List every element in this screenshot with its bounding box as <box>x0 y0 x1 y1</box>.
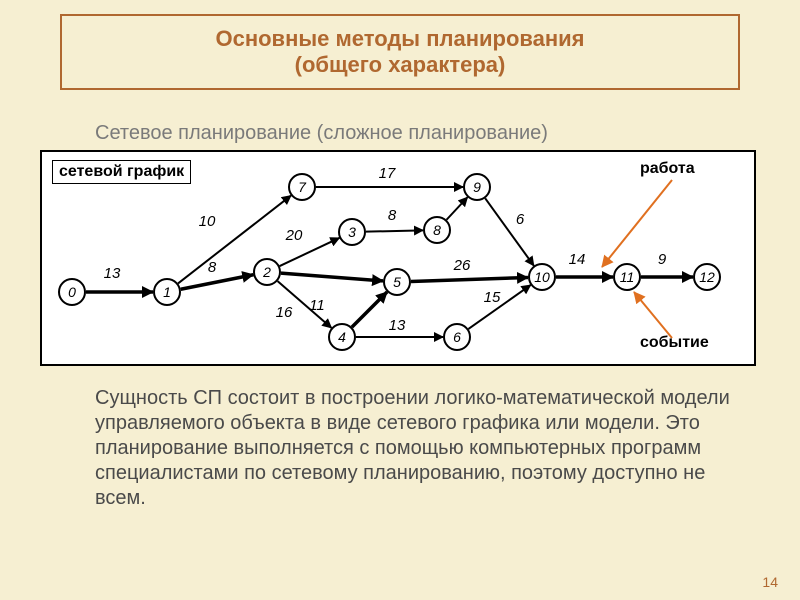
node-label: 3 <box>348 224 356 240</box>
edge-label: 8 <box>388 207 397 224</box>
node-label: 1 <box>163 284 171 300</box>
edge <box>485 198 534 265</box>
title-line2: (общего характера) <box>295 52 506 78</box>
annotation-arrow <box>634 292 672 338</box>
edge-label: 20 <box>285 227 303 244</box>
node-label: 12 <box>699 269 715 285</box>
node-label: 5 <box>393 274 401 290</box>
edge <box>181 275 254 290</box>
title-line1: Основные методы планирования <box>215 26 584 52</box>
edge <box>366 230 423 231</box>
node-label: 11 <box>620 269 635 285</box>
subtitle: Сетевое планирование (сложное планирован… <box>95 122 548 145</box>
node-label: 2 <box>262 264 271 280</box>
edge-label: 8 <box>208 259 217 276</box>
edge-label: 17 <box>379 165 396 182</box>
edge-label: 13 <box>104 265 121 282</box>
node-label: 4 <box>338 329 346 345</box>
edge-label: 14 <box>569 251 586 268</box>
edge-label: 10 <box>199 213 216 230</box>
edge <box>352 292 387 327</box>
edge-label: 15 <box>484 289 501 306</box>
node-label: 6 <box>453 329 461 345</box>
edge <box>411 277 528 281</box>
page-number: 14 <box>762 574 778 590</box>
node-label: 8 <box>433 222 441 238</box>
slide: Основные методы планирования (общего хар… <box>0 0 800 600</box>
diagram-box: сетевой график работа событие 1310820161… <box>40 150 756 366</box>
node-label: 9 <box>473 179 481 195</box>
title-box: Основные методы планирования (общего хар… <box>60 14 740 90</box>
body-text: Сущность СП состоит в построении логико-… <box>95 386 750 511</box>
edge-label: 16 <box>276 304 293 321</box>
edge-label: 9 <box>658 251 667 268</box>
edge-label: 13 <box>389 317 406 334</box>
edge-label: 6 <box>516 211 525 228</box>
node-label: 10 <box>534 269 550 285</box>
edge-label: 26 <box>453 257 471 274</box>
node-label: 7 <box>298 179 307 195</box>
network-diagram: 1310820161781113261561490123456789101112 <box>42 152 754 364</box>
edge <box>447 197 468 219</box>
node-label: 0 <box>68 284 76 300</box>
edge <box>281 273 383 281</box>
edge-label: 11 <box>309 297 325 314</box>
